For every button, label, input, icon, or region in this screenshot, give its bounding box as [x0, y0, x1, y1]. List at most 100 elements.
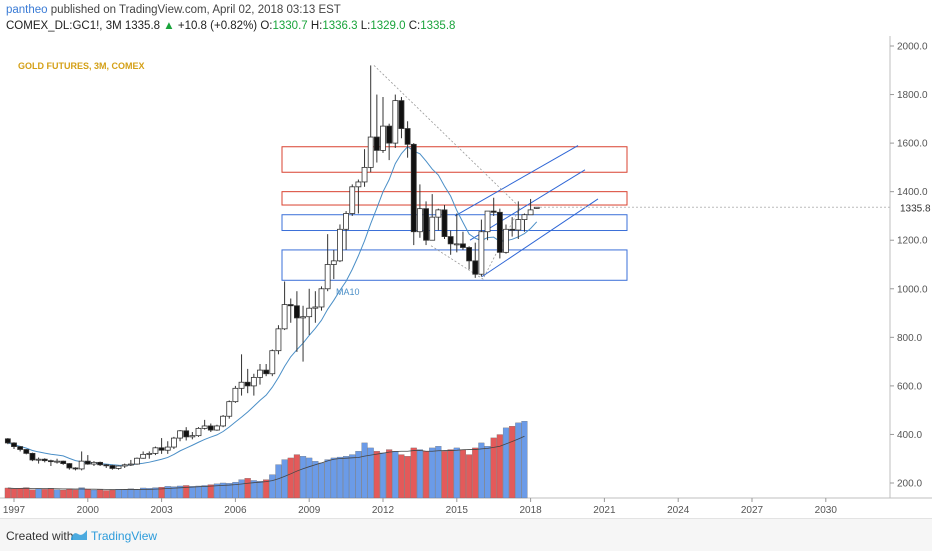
- volume-bar: [343, 456, 350, 499]
- axes: GOLD FUTURES, 3M, COMEX MA10 2000.0 1800.…: [3, 42, 931, 517]
- candle-body: [472, 260, 479, 275]
- volume-bar: [521, 421, 528, 499]
- volume-bar: [404, 456, 411, 499]
- candle-body: [318, 288, 325, 308]
- channel-line-top: [454, 145, 579, 217]
- volume-bar: [84, 489, 91, 499]
- y-tick-label: 1800.0: [897, 90, 928, 101]
- candle-body: [527, 209, 534, 216]
- ma-label: MA10: [336, 287, 360, 297]
- candle-body: [398, 100, 405, 129]
- channel-line-bottom: [481, 198, 599, 278]
- up-arrow-icon: ▲: [163, 20, 175, 32]
- candle-body: [521, 214, 528, 220]
- candle-body: [214, 425, 220, 431]
- volume-bar: [220, 482, 227, 499]
- candle-body: [416, 208, 423, 233]
- candle-body: [121, 464, 128, 467]
- volume-bar: [373, 451, 380, 499]
- volume-bar: [318, 462, 325, 499]
- candle-body: [91, 461, 97, 465]
- volume-bar: [35, 488, 42, 499]
- volume-bar: [324, 459, 331, 499]
- volume-bar: [152, 487, 159, 499]
- candle-body: [257, 369, 263, 378]
- resistance-zone-lower: [281, 191, 628, 206]
- candle-body: [496, 211, 503, 253]
- y-tick-label: 1600.0: [897, 139, 928, 150]
- candle-body: [78, 460, 85, 470]
- volume-bar: [72, 489, 79, 499]
- tradingview-brand-link[interactable]: TradingView: [91, 529, 158, 543]
- candle-body: [281, 304, 288, 330]
- candle-body: [380, 125, 386, 151]
- candle-body: [140, 453, 147, 459]
- candle-body: [349, 186, 356, 214]
- price-chart[interactable]: GOLD FUTURES, 3M, COMEX MA10 2000.0 1800.…: [0, 36, 932, 518]
- candle-body: [238, 381, 245, 389]
- candle-body: [158, 447, 165, 451]
- close-value: 1335.8: [420, 20, 456, 32]
- y-tick-label: 800.0: [897, 333, 922, 344]
- volume-bar: [386, 449, 393, 499]
- candle-body: [509, 228, 516, 231]
- candle-body: [367, 136, 374, 168]
- candle-body: [343, 213, 350, 230]
- candle-body: [330, 260, 337, 265]
- volume-bar: [189, 486, 196, 499]
- volume-bar: [447, 449, 454, 499]
- candle-body: [355, 181, 362, 188]
- ohlc-legend: COMEX_DL:GC1!, 3M 1335.8 ▲ +10.8 (+0.82%…: [6, 20, 455, 32]
- candle-body: [127, 463, 134, 466]
- candle-body: [164, 446, 171, 451]
- volume-bar: [490, 437, 497, 499]
- candle-body: [189, 435, 196, 438]
- ma10-line: [7, 145, 538, 466]
- candle-body: [66, 463, 73, 469]
- volume-bar: [183, 485, 190, 499]
- volume-bar: [269, 474, 276, 499]
- candle-body: [109, 465, 116, 469]
- candle-body: [386, 125, 393, 144]
- y-tick-label: 2000.0: [897, 42, 928, 53]
- candle-body: [226, 401, 233, 417]
- volume-bar: [127, 488, 134, 499]
- candle-body: [54, 460, 60, 463]
- x-tick-label: 2021: [593, 505, 616, 516]
- candle-body: [177, 430, 183, 439]
- candle-body: [447, 236, 454, 245]
- candle-body: [183, 430, 190, 438]
- volume-bar: [509, 426, 516, 499]
- candle-body: [17, 446, 24, 450]
- candle-body: [72, 467, 79, 470]
- support-zone-lower: [281, 249, 628, 281]
- candle-body: [410, 143, 417, 233]
- candle-body: [429, 216, 436, 241]
- volume-bar: [244, 478, 251, 499]
- volume-bar: [54, 489, 61, 499]
- volume-bar: [23, 487, 30, 499]
- volume-bar: [121, 489, 128, 499]
- candles: [4, 65, 540, 471]
- volume-bar: [250, 480, 257, 499]
- volume-bar: [103, 490, 110, 499]
- candle-body: [23, 449, 30, 454]
- volume-bar: [207, 484, 214, 499]
- volume-bar: [312, 461, 319, 499]
- candle-body: [533, 206, 540, 209]
- candle-body: [232, 387, 239, 403]
- volume-bar: [176, 485, 184, 499]
- candle-body: [48, 460, 54, 463]
- candle-body: [269, 350, 276, 375]
- footer: Created with TradingView: [0, 518, 932, 551]
- volume-bar: [459, 449, 466, 499]
- chart-title: GOLD FUTURES, 3M, COMEX: [18, 61, 145, 71]
- candle-body: [146, 452, 153, 455]
- volume-bar: [281, 459, 288, 499]
- candle-body: [503, 228, 509, 253]
- volume-bar: [195, 485, 202, 499]
- price-change: +10.8 (+0.82%): [177, 20, 258, 32]
- username-link[interactable]: pantheo: [6, 4, 48, 16]
- candle-body: [373, 136, 380, 151]
- x-tick-label: 2018: [519, 505, 542, 516]
